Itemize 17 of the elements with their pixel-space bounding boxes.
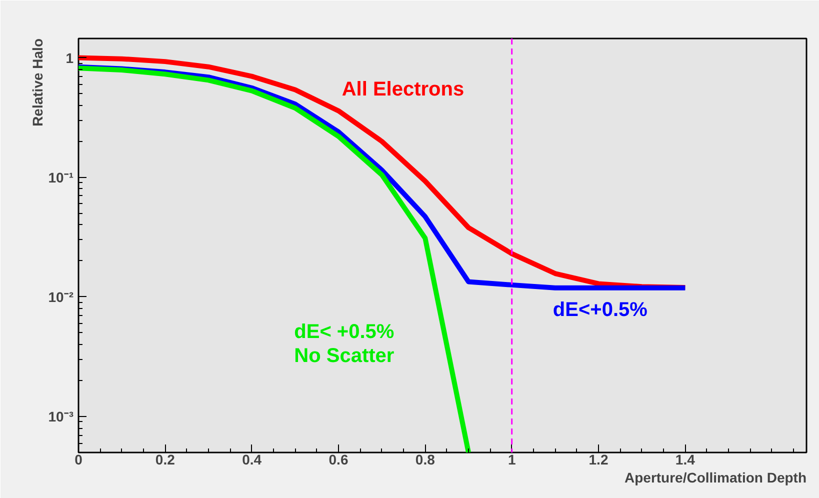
x-tick-label: 0.6 xyxy=(328,452,348,468)
y-tick-label: 10⁻¹ xyxy=(48,169,74,186)
y-tick-label: 10⁻³ xyxy=(48,408,74,425)
y-tick-label: 1 xyxy=(66,50,74,66)
x-axis-title: Aperture/Collimation Depth xyxy=(624,470,807,486)
series-label: dE<+0.5% xyxy=(552,298,648,321)
text: dE< +0.5% No Scatter xyxy=(294,321,394,368)
x-tick-label: 1 xyxy=(508,452,516,468)
y-tick-label: 10⁻² xyxy=(48,288,74,305)
x-tick-label: 0.8 xyxy=(415,452,436,468)
series-label: All Electrons xyxy=(342,78,464,100)
x-tick-label: 0 xyxy=(74,452,83,468)
y-axis-title: Relative Halo xyxy=(30,38,46,126)
x-tick-label: 1.4 xyxy=(675,452,696,468)
x-tick-label: 0.2 xyxy=(155,452,176,468)
x-tick-label: 1.2 xyxy=(588,452,608,468)
x-tick-label: 0.4 xyxy=(242,452,262,468)
